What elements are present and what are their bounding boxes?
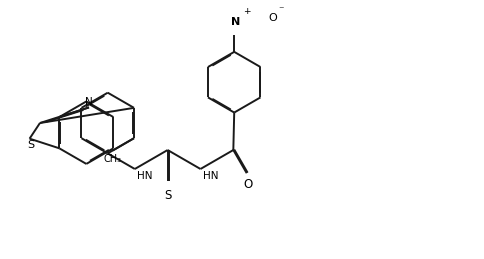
Text: HN: HN (202, 171, 218, 181)
Text: O: O (242, 178, 252, 191)
Text: O: O (268, 13, 277, 23)
Text: ⁻: ⁻ (278, 5, 283, 15)
Text: S: S (27, 140, 34, 150)
Text: N: N (85, 97, 92, 107)
Text: +: + (242, 7, 250, 16)
Text: S: S (164, 189, 171, 202)
Text: N: N (230, 17, 240, 26)
Text: CH₃: CH₃ (104, 154, 121, 164)
Text: HN: HN (137, 171, 152, 181)
